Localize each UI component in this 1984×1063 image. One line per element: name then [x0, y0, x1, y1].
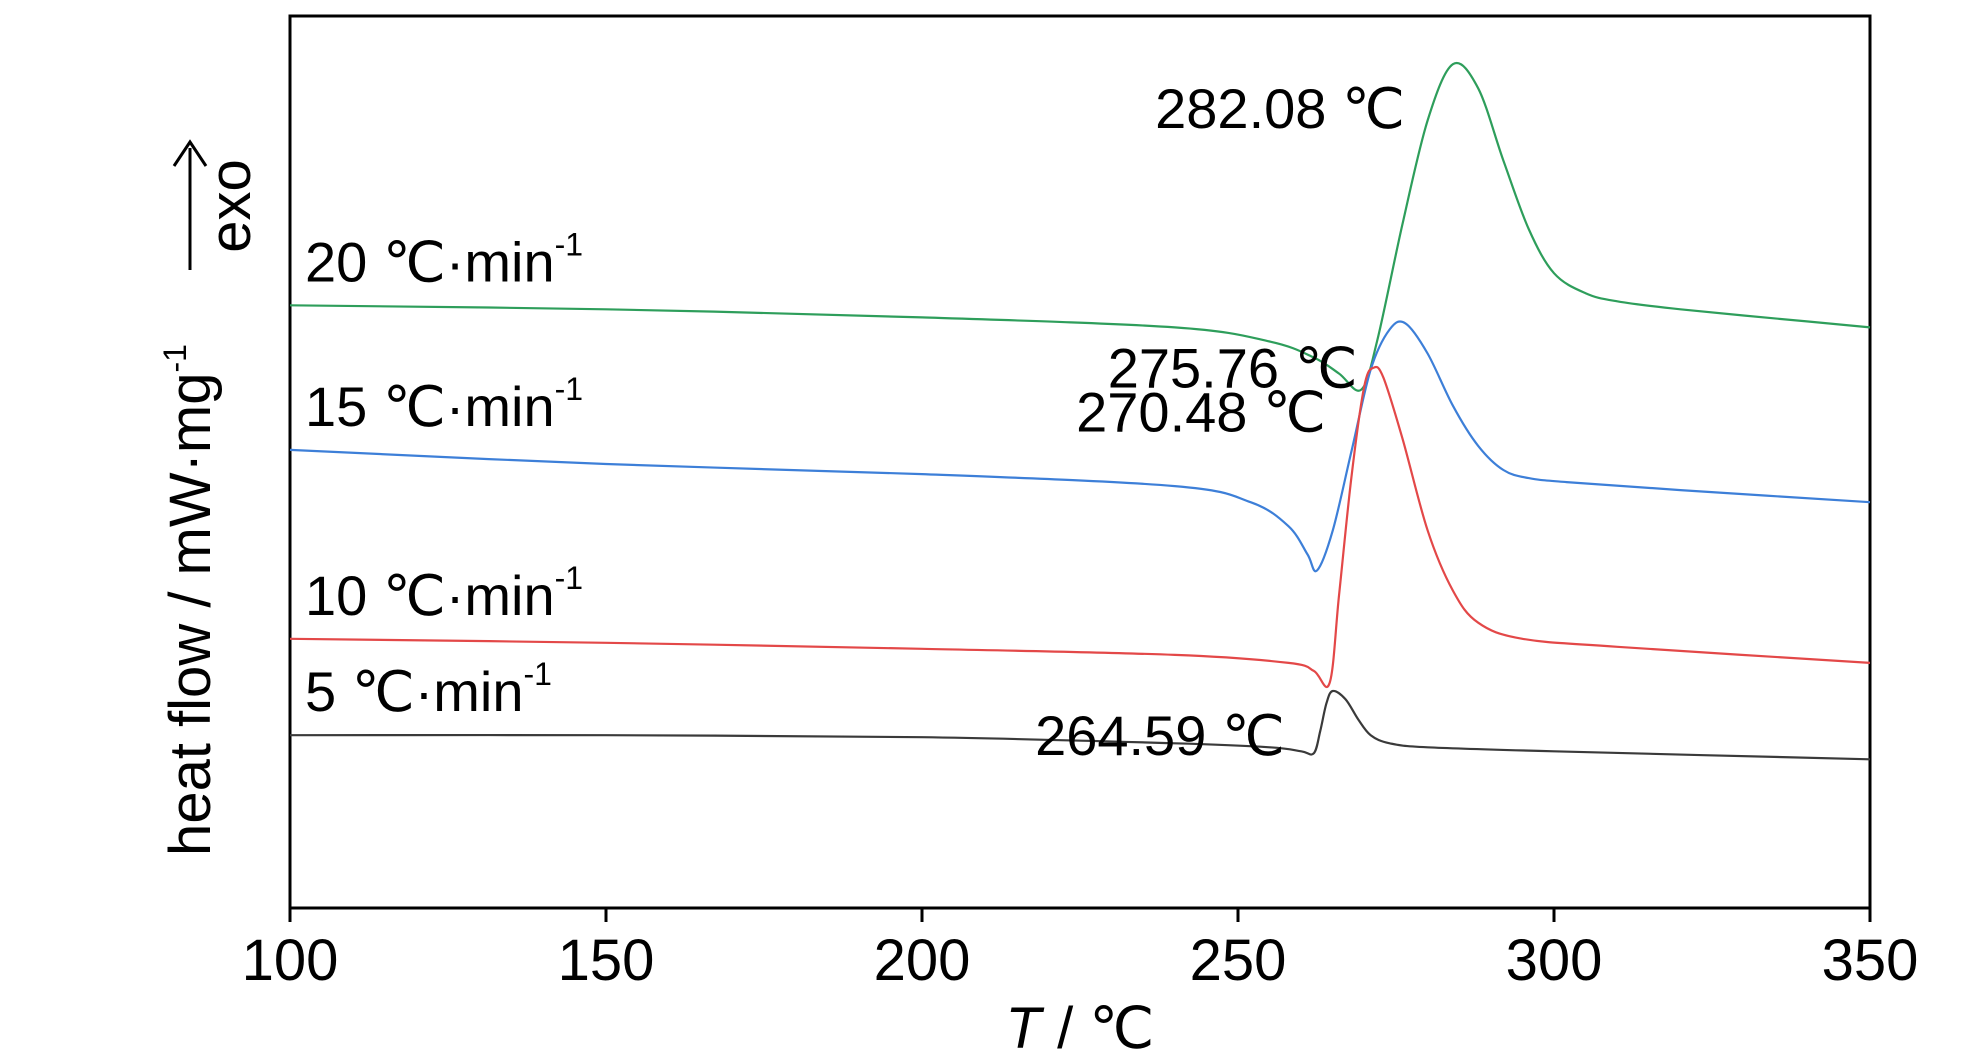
peak-label-0: 282.08 ℃: [1155, 77, 1405, 140]
peak-label-2: 270.48 ℃: [1076, 381, 1326, 444]
series-line-2: [289, 365, 1871, 689]
series-name-sup: -1: [523, 656, 551, 692]
series-name-1: 15 ℃·min-1: [305, 371, 583, 438]
y-axis-title-sup: -1: [157, 344, 193, 372]
series-name-sup: -1: [555, 226, 583, 262]
series-line-0: [289, 61, 1871, 392]
peak-label-1: 275.76 ℃: [1108, 336, 1358, 399]
peak-label-3: 264.59 ℃: [1035, 704, 1285, 767]
series-name-text: 5 ℃·min: [305, 660, 523, 723]
exo-arrow-head: [172, 139, 208, 167]
series-name-3: 5 ℃·min-1: [305, 656, 552, 723]
x-axis-title: T / ℃: [1006, 996, 1155, 1061]
x-tick-label: 250: [1190, 928, 1287, 993]
series-name-text: 20 ℃·min: [305, 230, 555, 293]
x-tick-label: 300: [1506, 928, 1603, 993]
series-name-2: 10 ℃·min-1: [305, 560, 583, 627]
series-name-sup: -1: [555, 371, 583, 407]
series-line-3: [289, 689, 1871, 761]
exo-indicator: exo: [172, 139, 263, 270]
x-tick-label: 150: [558, 928, 655, 993]
x-axis-ticks: 100 150 200 250 300 350: [242, 908, 1919, 993]
y-axis-title: heat flow / mW·mg-1: [157, 344, 223, 856]
series-name-text: 15 ℃·min: [305, 375, 555, 438]
x-axis-title-rest: / ℃: [1041, 996, 1154, 1061]
exo-label: exo: [198, 159, 263, 253]
series-line-1: [289, 320, 1871, 573]
series-name-0: 20 ℃·min-1: [305, 226, 583, 293]
x-tick-label: 100: [242, 928, 339, 993]
series-name-sup: -1: [555, 560, 583, 596]
series-layer: [289, 61, 1871, 761]
series-name-text: 10 ℃·min: [305, 564, 555, 627]
plot-frame: [288, 14, 1872, 910]
x-tick-label: 200: [874, 928, 971, 993]
x-axis-title-italic: T: [1006, 996, 1045, 1061]
x-tick-label: 350: [1822, 928, 1919, 993]
y-axis-title-text: heat flow / mW·mg: [158, 373, 223, 856]
